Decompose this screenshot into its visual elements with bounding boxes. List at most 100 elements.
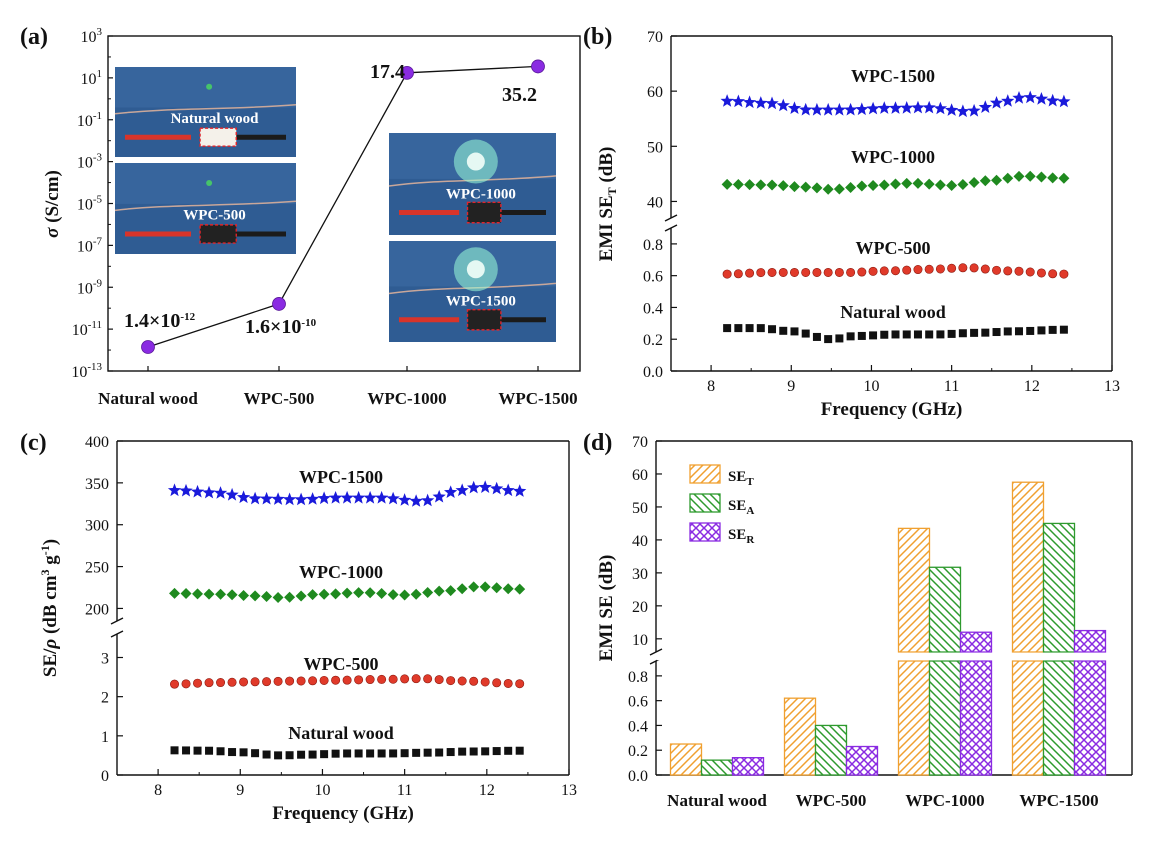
data-point xyxy=(947,329,956,338)
data-point xyxy=(913,330,922,339)
y-tick-label: 10-1 xyxy=(77,110,102,130)
data-point xyxy=(823,267,833,277)
data-point xyxy=(308,676,318,686)
data-point xyxy=(1037,326,1046,335)
data-point xyxy=(1057,94,1071,108)
data-point xyxy=(789,267,799,277)
y-tick-label: 10-9 xyxy=(77,277,103,297)
data-point xyxy=(444,485,458,498)
photo-inset: WPC-1000 xyxy=(388,133,557,235)
bar-lower-segment xyxy=(1011,660,1045,776)
y-tick-label: 0.2 xyxy=(628,743,648,760)
y-tick-label: 3 xyxy=(101,651,109,668)
data-point xyxy=(891,266,901,276)
x-tick-label: 9 xyxy=(787,378,795,395)
series-wpc-1000 xyxy=(169,581,526,603)
data-point xyxy=(192,588,204,600)
data-point xyxy=(251,749,260,758)
data-point xyxy=(308,750,317,759)
data-point xyxy=(492,747,501,756)
x-tick-label: WPC-1500 xyxy=(1019,791,1098,810)
data-point xyxy=(879,266,889,276)
data-point xyxy=(239,677,249,687)
series-wpc-500 xyxy=(722,263,1069,279)
axis-break-mark xyxy=(110,630,124,638)
data-point xyxy=(409,494,423,507)
bar-lower-segment xyxy=(897,660,931,776)
data-point xyxy=(934,179,946,191)
y-tick-label: 10-7 xyxy=(77,235,103,255)
data-point xyxy=(1036,268,1046,278)
data-point xyxy=(812,332,821,341)
photo-label: WPC-1500 xyxy=(446,294,516,310)
y-tick-label: 0 xyxy=(101,768,109,785)
data-point xyxy=(262,750,271,759)
data-point xyxy=(891,330,900,339)
data-point xyxy=(469,676,479,686)
data-point xyxy=(331,749,340,758)
data-point xyxy=(400,674,410,684)
data-point xyxy=(446,676,456,686)
data-point xyxy=(900,101,914,114)
data-point xyxy=(319,675,329,685)
data-point xyxy=(248,491,262,505)
data-point xyxy=(978,100,992,113)
data-point xyxy=(822,183,834,195)
y-tick-label: 101 xyxy=(81,68,103,88)
panel-label: (b) xyxy=(583,24,612,50)
data-point xyxy=(262,677,272,687)
x-tick-label: 12 xyxy=(479,782,495,799)
data-point xyxy=(902,330,911,339)
data-point xyxy=(1059,269,1069,279)
data-point xyxy=(515,679,525,689)
data-point xyxy=(765,96,779,110)
data-point xyxy=(216,747,225,756)
x-tick-label: WPC-1000 xyxy=(367,389,446,408)
sample-box xyxy=(199,224,237,244)
data-point xyxy=(721,178,733,190)
data-point xyxy=(901,177,913,189)
data-point xyxy=(869,331,878,340)
bar xyxy=(783,697,817,776)
data-point xyxy=(366,749,375,758)
data-point xyxy=(912,177,924,189)
y-tick-label: 0.0 xyxy=(628,768,648,785)
data-point xyxy=(1058,172,1070,184)
y-tick-label: 0.8 xyxy=(628,669,648,686)
x-tick-label: 10 xyxy=(863,378,879,395)
x-tick-label: Natural wood xyxy=(667,791,767,810)
sample-box xyxy=(199,127,237,147)
x-tick-label: 8 xyxy=(154,782,162,799)
data-point xyxy=(1059,325,1068,334)
data-point xyxy=(1048,269,1058,279)
data-point xyxy=(228,748,237,757)
data-point xyxy=(446,748,455,757)
y-tick-label: 103 xyxy=(81,26,103,46)
y-tick-label: 30 xyxy=(632,566,648,583)
data-point xyxy=(330,588,342,600)
y-tick-label: 60 xyxy=(647,84,663,101)
data-point xyxy=(936,330,945,339)
data-point xyxy=(734,324,743,333)
photo-inset: Natural wood xyxy=(114,67,297,157)
data-point xyxy=(733,269,743,279)
data-point xyxy=(271,492,285,505)
data-point xyxy=(170,679,180,689)
photo-label: WPC-500 xyxy=(183,207,246,223)
data-point xyxy=(1001,94,1015,107)
series-label: WPC-1000 xyxy=(851,147,935,167)
data-point xyxy=(846,332,855,341)
data-point xyxy=(1002,172,1014,184)
x-tick-label: 11 xyxy=(944,378,959,395)
data-point xyxy=(193,746,202,755)
data-point xyxy=(180,588,192,600)
photo-label: Natural wood xyxy=(171,111,260,127)
data-point xyxy=(491,582,503,594)
bar-upper-segment xyxy=(928,566,962,653)
data-point xyxy=(328,491,343,504)
data-point xyxy=(1034,92,1049,105)
y-tick-label: 50 xyxy=(647,139,663,156)
data-point xyxy=(388,674,398,684)
data-point xyxy=(445,585,457,597)
data-point xyxy=(354,749,363,758)
